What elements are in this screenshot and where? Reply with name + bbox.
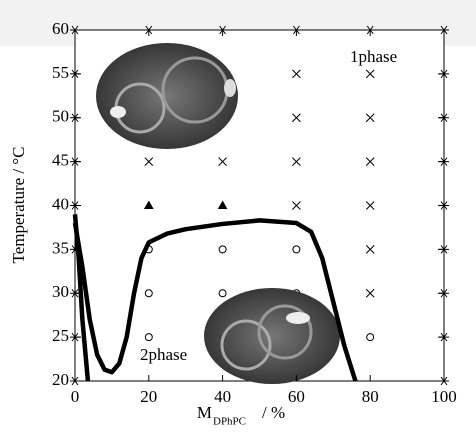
point-cross: [292, 201, 301, 210]
annotation: 2phase: [140, 345, 187, 364]
x-axis-label: M: [197, 403, 212, 422]
x-tick-label: 40: [214, 387, 231, 406]
micrograph-top: [96, 43, 238, 149]
point-cross: [292, 69, 301, 79]
y-tick-label: 60: [52, 19, 69, 38]
point-triangle: [217, 200, 228, 209]
x-tick-label: 20: [140, 387, 157, 406]
micrograph-bottom: [204, 288, 340, 384]
annotation: 1phase: [350, 47, 397, 66]
point-cross: [292, 157, 301, 166]
y-tick-label: 30: [52, 282, 69, 301]
y-axis-label: Temperature / °C: [9, 146, 28, 263]
y-tick-label: 20: [52, 370, 69, 389]
x-axis-label-sub: DPhPC: [213, 416, 246, 428]
point-cross: [365, 201, 375, 210]
point-cross: [365, 245, 375, 254]
x-tick-label: 100: [431, 387, 457, 406]
point-cross: [218, 157, 227, 166]
x-tick-label: 60: [288, 387, 305, 406]
y-tick-label: 45: [52, 151, 69, 170]
point-cross: [365, 113, 375, 123]
x-tick-label: 0: [71, 387, 80, 406]
point-circle: [144, 289, 153, 298]
y-tick-label: 25: [52, 326, 69, 345]
x-axis-label-unit: / %: [262, 403, 285, 422]
point-circle: [218, 289, 227, 298]
point-circle: [366, 333, 375, 342]
point-triangle: [143, 200, 154, 209]
y-tick-label: 40: [52, 194, 69, 213]
x-tick-label: 80: [362, 387, 379, 406]
point-cross: [365, 157, 375, 166]
point-circle: [218, 245, 227, 254]
y-tick-label: 50: [52, 107, 69, 126]
boundary-line: [72, 218, 358, 382]
point-circle: [292, 245, 301, 254]
y-tick-label: 55: [52, 63, 69, 82]
y-tick-label: 35: [52, 238, 69, 257]
point-cross: [292, 113, 301, 123]
point-cross: [365, 69, 375, 79]
point-cross: [365, 288, 375, 298]
point-circle: [144, 333, 153, 342]
point-cross: [144, 157, 154, 166]
